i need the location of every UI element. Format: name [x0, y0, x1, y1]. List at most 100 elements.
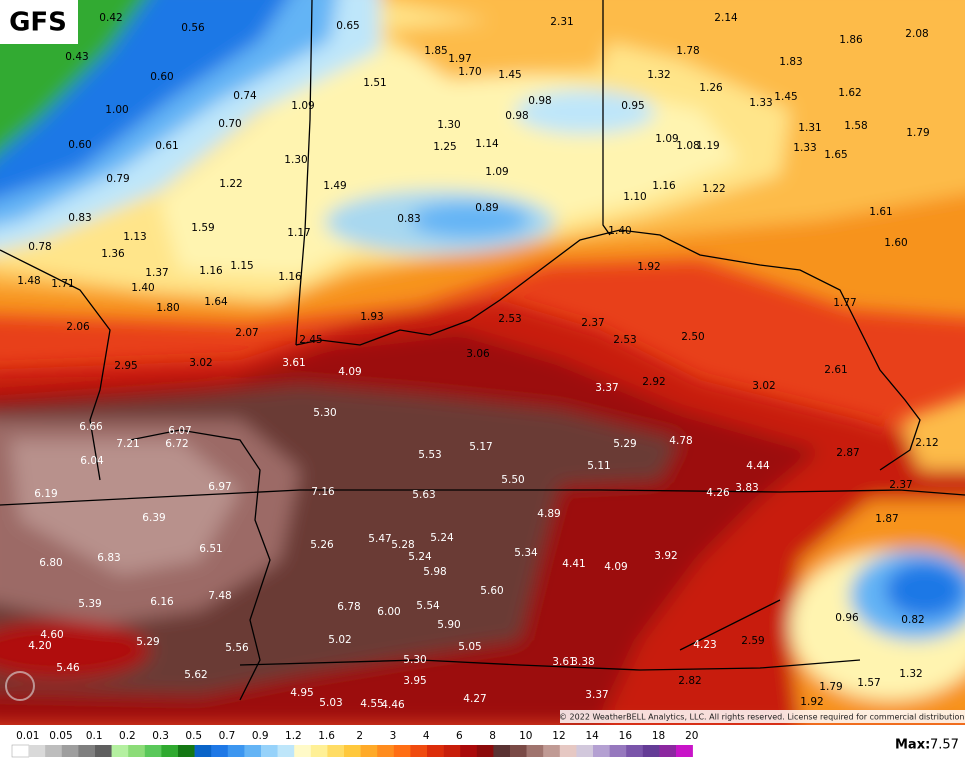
- precip-label: 4.60: [40, 629, 63, 641]
- precip-label: 1.10: [623, 191, 646, 203]
- precip-label: 6.00: [377, 606, 400, 618]
- precip-label: 1.40: [131, 282, 154, 294]
- precip-label: 2.61: [824, 364, 847, 376]
- precip-label: 1.59: [191, 222, 214, 234]
- precip-field: © 2022 WeatherBELL Analytics, LLC. All r…: [0, 0, 965, 725]
- precip-label: 4.27: [463, 693, 486, 705]
- precip-label: 1.26: [699, 82, 723, 94]
- legend: 0.01 0.05 0.1 0.2 0.3 0.5 0.7 0.9 1.2 1.6 2 3 4 6 8 10 1…: [0, 725, 965, 761]
- precip-label: 4.78: [669, 435, 692, 447]
- precip-label: 2.50: [681, 331, 704, 343]
- precip-label: 3.61: [552, 656, 575, 668]
- legend-swatch: [144, 745, 162, 757]
- precip-label: 2.37: [889, 479, 912, 491]
- legend-tick-label: 20: [685, 730, 698, 742]
- precip-label: 0.83: [68, 212, 91, 224]
- precip-label: 6.51: [199, 543, 222, 555]
- state-borders: [0, 0, 965, 701]
- precip-label: 0.98: [528, 95, 551, 107]
- precip-label: 1.16: [652, 180, 676, 192]
- precip-label: 3.06: [466, 348, 490, 360]
- precip-label: 6.97: [208, 481, 231, 493]
- legend-tick-label: 10: [519, 730, 532, 742]
- precip-label: 1.00: [105, 104, 128, 116]
- precip-label: 3.37: [595, 382, 618, 394]
- precip-label: 1.09: [655, 133, 678, 145]
- precip-label: 5.29: [136, 636, 159, 648]
- precip-label: 1.25: [433, 141, 456, 153]
- legend-swatch: [178, 745, 195, 757]
- precip-label: 7.48: [208, 590, 231, 602]
- legend-swatch: [61, 745, 79, 757]
- legend-tick-label: 0.01: [16, 730, 39, 742]
- precip-label: 1.15: [230, 260, 253, 272]
- precip-label: 5.03: [319, 697, 342, 709]
- legend-tick-label: 14: [585, 730, 599, 742]
- precip-label: 5.90: [437, 619, 460, 631]
- precip-label: 1.78: [676, 45, 699, 57]
- legend-swatch: [393, 745, 411, 757]
- precip-label: 1.31: [798, 122, 821, 134]
- legend-swatch: [11, 744, 30, 758]
- model-badge: [0, 0, 78, 44]
- precip-label: 5.98: [423, 566, 446, 578]
- precip-label: 0.95: [621, 100, 644, 112]
- precip-label: 1.09: [485, 166, 508, 178]
- precip-label: 5.24: [430, 532, 454, 544]
- precip-label: 1.48: [17, 275, 40, 287]
- precip-label: 6.66: [79, 421, 103, 433]
- legend-swatch: [410, 745, 428, 757]
- precip-label: 0.74: [233, 90, 257, 102]
- legend-swatch: [244, 745, 262, 757]
- precip-label: 1.86: [839, 34, 863, 46]
- legend-swatch: [211, 745, 229, 757]
- precip-label: 4.20: [28, 640, 51, 652]
- precip-label: 0.56: [181, 22, 205, 34]
- precip-label: 1.16: [199, 265, 223, 277]
- precip-label: 1.61: [869, 206, 892, 218]
- precip-label: 2.53: [498, 313, 521, 325]
- precip-label: 1.37: [145, 267, 168, 279]
- precip-label: 6.19: [34, 488, 57, 500]
- precip-label: 4.09: [338, 366, 361, 378]
- precip-label: 1.16: [278, 271, 302, 283]
- precip-label: 4.55: [360, 698, 383, 710]
- precip-label: 1.19: [696, 140, 719, 152]
- legend-tick-label: 16: [619, 730, 633, 742]
- legend-swatch: [493, 745, 511, 757]
- precip-label: 1.32: [647, 69, 670, 81]
- legend-swatch: [443, 745, 461, 757]
- precip-label: 1.22: [702, 183, 725, 195]
- precip-label: 6.78: [337, 601, 360, 613]
- precip-label: 6.16: [150, 596, 174, 608]
- precip-label: 1.62: [838, 87, 861, 99]
- precip-label: 4.95: [290, 687, 313, 699]
- legend-swatch: [261, 745, 278, 757]
- precip-label: 3.92: [654, 550, 677, 562]
- precip-label: 4.89: [537, 508, 560, 520]
- precip-label: 2.87: [836, 447, 859, 459]
- precip-label: 1.92: [637, 261, 660, 273]
- precip-label: 5.34: [514, 547, 538, 559]
- precip-label: 3.02: [752, 380, 775, 392]
- legend-swatch: [310, 745, 328, 757]
- precip-label: 5.39: [78, 598, 101, 610]
- legend-swatch: [559, 745, 577, 757]
- precip-label: 1.09: [291, 100, 314, 112]
- precip-label: 2.31: [550, 16, 573, 28]
- precip-label: 5.17: [469, 441, 492, 453]
- precip-label: 1.30: [437, 119, 460, 131]
- legend-swatch: [161, 745, 179, 757]
- precip-label: 2.37: [581, 317, 604, 329]
- legend-swatch: [45, 745, 63, 757]
- legend-swatch: [526, 745, 544, 757]
- legend-tick-label: 0.2: [119, 730, 136, 742]
- legend-swatch: [626, 745, 644, 757]
- legend-swatch: [344, 745, 361, 757]
- legend-swatch: [427, 745, 444, 757]
- max-label: Max:: [895, 738, 930, 753]
- precip-label: 5.46: [56, 662, 80, 674]
- precip-label: 5.50: [501, 474, 524, 486]
- precip-label: 1.97: [448, 53, 471, 65]
- precip-label: 1.92: [800, 696, 823, 708]
